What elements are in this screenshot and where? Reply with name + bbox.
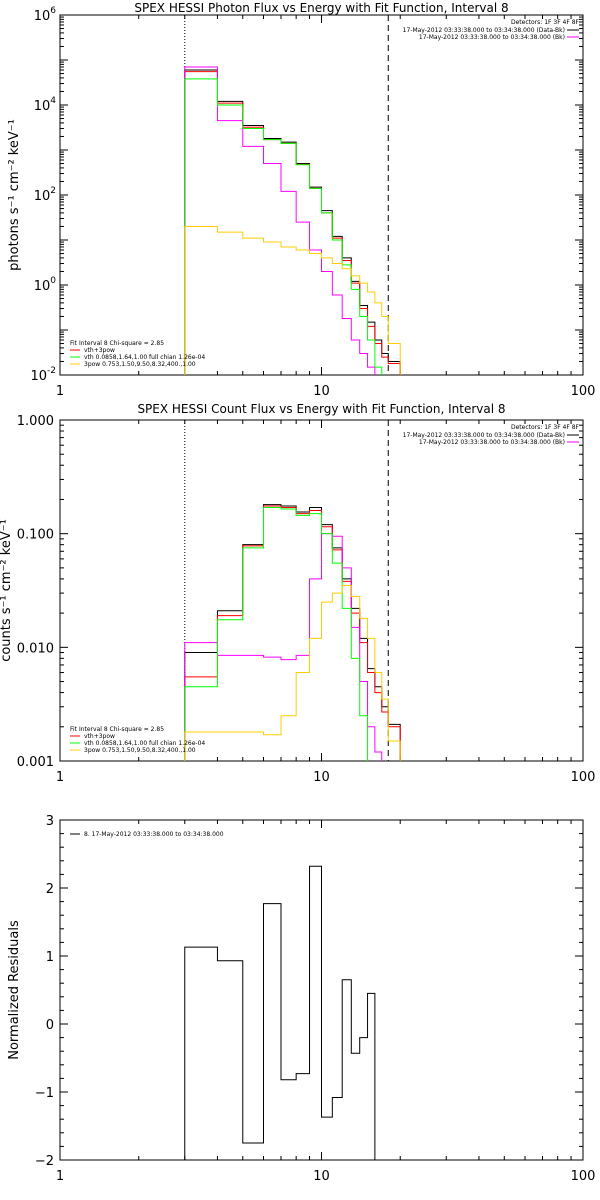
legend-entry: 3pow 0.753,1.50,9.50,8.32,400.,1.00 (84, 747, 196, 754)
x-tick-label: 100 (571, 770, 596, 785)
legend-entry: 17-May-2012 03:33:38.000 to 03:34:38.000… (403, 27, 565, 34)
panel-1: SPEX HESSI Photon Flux vs Energy with Fi… (7, 1, 595, 399)
legend-entry: vth 0.0858,1.64,1.00 full chian 1.26e-04 (84, 354, 205, 361)
legend-entry: 17-May-2012 03:33:38.000 to 03:34:38.000… (403, 432, 565, 439)
series-line-5 (184, 584, 401, 761)
series-line-4 (184, 506, 369, 761)
y-tick-label: 2 (46, 882, 54, 897)
series-group (184, 504, 401, 761)
chart-title: SPEX HESSI Photon Flux vs Energy with Fi… (134, 1, 508, 15)
x-tick-label: 10 (313, 770, 330, 785)
x-tick-label: 1 (56, 384, 64, 399)
series-line-1 (184, 865, 376, 1160)
x-tick-label: 10 (313, 1169, 330, 1184)
y-tick-label: 1.000 (17, 414, 54, 429)
y-tick-label: 104 (34, 96, 57, 114)
y-axis-label: Normalized Residuals (7, 920, 22, 1060)
legend-entry: vth+3pow (84, 733, 115, 740)
legend-entry: 17-May-2012 03:33:38.000 to 03:34:38.000… (419, 34, 565, 41)
x-tick-label: 100 (571, 384, 596, 399)
y-tick-label: 106 (34, 6, 57, 24)
legend-entry: vth 0.0858,1.64,1.00 full chian 1.26e-04 (84, 740, 205, 747)
legend-detectors: Detectors: 1F 3F 4F 8F (511, 19, 580, 26)
series-line-5 (184, 225, 401, 375)
legend-entry: 3pow 0.753,1.50,9.50,8.32,400.,1.00 (84, 361, 196, 368)
panel-3: Normalized Residuals 1 10 100 −2 −1 0 1 2 3 8. 17-… (7, 814, 595, 1184)
y-tick-label: 0.010 (17, 641, 54, 656)
y-tick-label: 102 (34, 186, 56, 204)
y-tick-label: −1 (35, 1086, 54, 1101)
x-tick-label: 100 (571, 1169, 596, 1184)
panel-2: SPEX HESSI Count Flux vs Energy with Fit… (0, 402, 596, 785)
series-line-3 (184, 66, 376, 375)
plot-frame (59, 14, 584, 376)
legend-entry: 8. 17-May-2012 03:33:38.000 to 03:34:38.… (84, 831, 224, 838)
y-tick-label: 100 (34, 276, 57, 294)
chart-title: SPEX HESSI Count Flux vs Energy with Fit… (137, 402, 505, 416)
y-tick-label: 0 (46, 1018, 54, 1033)
series-group (184, 865, 376, 1160)
legend-fit-header: Fit Interval 8 Chi-square = 2.85 (70, 726, 164, 733)
y-tick-label: −2 (35, 1154, 54, 1169)
y-tick-label: 3 (46, 814, 54, 829)
y-tick-label: 1 (46, 950, 54, 965)
legend-entry: 17-May-2012 03:33:38.000 to 03:34:38.000… (419, 439, 565, 446)
y-axis-label: counts s⁻¹ cm⁻² keV⁻¹ (0, 519, 14, 662)
plot-frame (59, 819, 584, 1161)
plot-frame (59, 419, 584, 762)
legend-detectors: Detectors: 1F 3F 4F 8F (511, 424, 580, 431)
x-tick-label: 10 (313, 384, 330, 399)
x-tick-label: 1 (56, 1169, 64, 1184)
x-tick-label: 1 (56, 770, 64, 785)
series-line-4 (184, 78, 383, 375)
y-tick-label: 10-2 (30, 366, 56, 384)
y-tick-label: 0.100 (17, 528, 54, 543)
y-tick-label: 0.001 (17, 755, 54, 770)
legend-fit-header: Fit Interval 8 Chi-square = 2.85 (70, 340, 164, 347)
legend-entry: vth+3pow (84, 347, 115, 354)
y-axis-label: photons s⁻¹ cm⁻² keV⁻¹ (7, 119, 22, 271)
series-group (184, 66, 401, 375)
